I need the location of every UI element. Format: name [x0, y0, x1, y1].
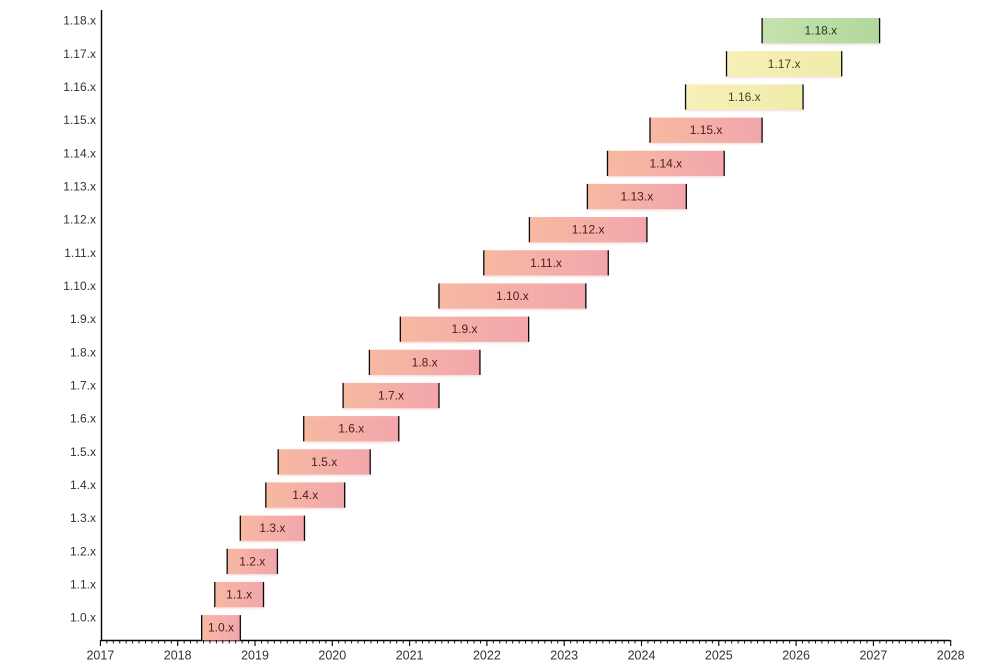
svg-text:1.0.x: 1.0.x [208, 621, 234, 635]
svg-text:1.13.x: 1.13.x [621, 190, 654, 204]
svg-text:1.4.x: 1.4.x [292, 488, 318, 502]
svg-text:2025: 2025 [705, 649, 733, 663]
svg-text:1.5.x: 1.5.x [70, 445, 96, 459]
svg-text:1.18.x: 1.18.x [804, 24, 837, 38]
svg-text:1.16.x: 1.16.x [63, 80, 96, 94]
svg-text:1.14.x: 1.14.x [649, 156, 682, 170]
svg-text:1.12.x: 1.12.x [572, 223, 605, 237]
svg-text:1.8.x: 1.8.x [412, 355, 438, 369]
svg-text:2028: 2028 [937, 649, 965, 663]
svg-text:1.14.x: 1.14.x [63, 146, 96, 160]
svg-text:1.6.x: 1.6.x [70, 412, 96, 426]
svg-text:2019: 2019 [241, 649, 269, 663]
svg-text:2026: 2026 [782, 649, 810, 663]
svg-text:1.17.x: 1.17.x [768, 57, 801, 71]
svg-text:1.0.x: 1.0.x [70, 611, 96, 625]
svg-text:1.8.x: 1.8.x [70, 345, 96, 359]
svg-text:1.1.x: 1.1.x [226, 588, 252, 602]
svg-text:1.11.x: 1.11.x [530, 256, 562, 270]
svg-text:1.2.x: 1.2.x [70, 544, 96, 558]
svg-text:1.1.x: 1.1.x [70, 578, 96, 592]
svg-text:1.18.x: 1.18.x [63, 14, 96, 28]
svg-text:2020: 2020 [318, 649, 346, 663]
svg-text:1.17.x: 1.17.x [63, 47, 96, 61]
svg-text:1.13.x: 1.13.x [63, 180, 96, 194]
svg-text:1.9.x: 1.9.x [451, 322, 477, 336]
svg-text:1.4.x: 1.4.x [70, 478, 96, 492]
svg-text:1.11.x: 1.11.x [64, 246, 96, 260]
svg-text:1.16.x: 1.16.x [728, 90, 761, 104]
svg-text:1.3.x: 1.3.x [259, 521, 285, 535]
svg-text:2024: 2024 [628, 649, 656, 663]
svg-text:2017: 2017 [86, 649, 114, 663]
svg-text:2018: 2018 [164, 649, 192, 663]
svg-text:2027: 2027 [859, 649, 887, 663]
svg-text:1.7.x: 1.7.x [378, 389, 404, 403]
svg-text:1.6.x: 1.6.x [338, 422, 364, 436]
svg-text:2021: 2021 [396, 649, 424, 663]
svg-text:1.7.x: 1.7.x [70, 379, 96, 393]
svg-text:1.15.x: 1.15.x [690, 123, 723, 137]
svg-text:1.15.x: 1.15.x [63, 113, 96, 127]
svg-text:2022: 2022 [473, 649, 501, 663]
svg-text:1.9.x: 1.9.x [70, 312, 96, 326]
svg-text:1.10.x: 1.10.x [63, 279, 96, 293]
svg-text:2023: 2023 [550, 649, 578, 663]
svg-text:1.10.x: 1.10.x [496, 289, 529, 303]
svg-text:1.3.x: 1.3.x [70, 511, 96, 525]
svg-text:1.2.x: 1.2.x [239, 554, 265, 568]
svg-text:1.5.x: 1.5.x [311, 455, 337, 469]
svg-text:1.12.x: 1.12.x [63, 213, 96, 227]
